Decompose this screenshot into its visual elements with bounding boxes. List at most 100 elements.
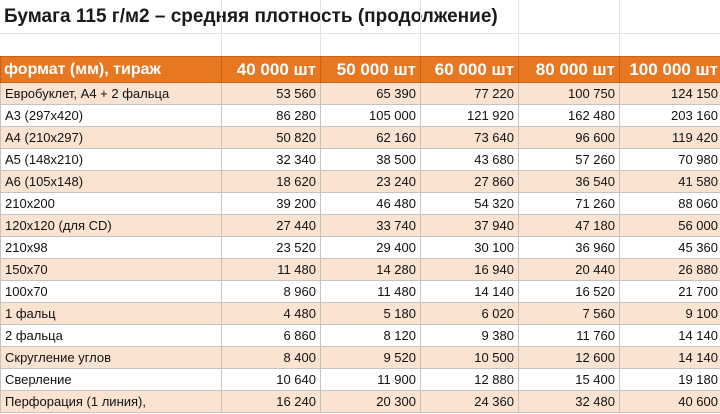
price-cell: 24 360 [420,390,519,413]
table-row: 150х70 11 480 14 280 16 940 20 440 26 880 [0,258,720,281]
price-cell: 11 900 [320,368,421,391]
table-row: А4 (210х297) 50 820 62 160 73 640 96 600 119 … [0,126,720,149]
price-cell: 50 820 [221,126,321,149]
price-cell: 36 960 [518,236,620,259]
price-cell: 15 400 [518,368,620,391]
row-label-cell: А6 (105х148) [0,170,222,193]
row-label-cell: 1 фальц [0,302,222,325]
price-cell: 14 140 [420,280,519,303]
row-label-cell: 120х120 (для CD) [0,214,222,237]
price-cell: 16 940 [420,258,519,281]
row-label-cell: 150х70 [0,258,222,281]
row-label-cell: А3 (297х420) [0,104,222,127]
column-header-quantity: 100 000 шт [619,56,720,83]
row-label-cell: А5 (148х210) [0,148,222,171]
price-cell: 121 920 [420,104,519,127]
price-cell: 9 520 [320,346,421,369]
table-row: 1 фальц 4 480 5 180 6 020 7 560 9 100 [0,302,720,325]
price-cell: 100 750 [518,82,620,105]
table-row: А3 (297х420) 86 280 105 000 121 920 162 480 2… [0,104,720,127]
price-cell: 4 480 [221,302,321,325]
price-cell: 14 140 [619,324,720,347]
price-cell: 30 100 [420,236,519,259]
price-cell: 16 240 [221,390,321,413]
price-cell: 38 500 [320,148,421,171]
row-label-cell: 210х200 [0,192,222,215]
price-cell: 23 240 [320,170,421,193]
table-row: 210х200 39 200 46 480 54 320 71 260 88 060 [0,192,720,215]
row-label-cell: Скругление углов [0,346,222,369]
price-cell: 12 600 [518,346,620,369]
price-cell: 86 280 [221,104,321,127]
row-label-cell: Сверление [0,368,222,391]
price-cell: 5 180 [320,302,421,325]
price-cell: 11 480 [320,280,421,303]
column-header-quantity: 80 000 шт [518,56,620,83]
table-row: Евробуклет, А4 + 2 фальца 53 560 65 390 77 … [0,82,720,105]
price-cell: 7 560 [518,302,620,325]
price-cell: 77 220 [420,82,519,105]
price-cell: 54 320 [420,192,519,215]
row-label-cell: Евробуклет, А4 + 2 фальца [0,82,222,105]
price-cell: 32 340 [221,148,321,171]
price-cell: 33 740 [320,214,421,237]
price-cell: 20 440 [518,258,620,281]
table-row: 2 фальца 6 860 8 120 9 380 11 760 14 140 [0,324,720,347]
table-row: А5 (148х210) 32 340 38 500 43 680 57 260 70 9… [0,148,720,171]
price-cell: 57 260 [518,148,620,171]
table-row: А6 (105х148) 18 620 23 240 27 860 36 540 41 5… [0,170,720,193]
price-cell: 45 360 [619,236,720,259]
price-cell: 36 540 [518,170,620,193]
price-cell: 6 860 [221,324,321,347]
table-row: Сверление 10 640 11 900 12 880 15 400 19 180 [0,368,720,391]
price-cell: 8 120 [320,324,421,347]
table-body: Евробуклет, А4 + 2 фальца 53 560 65 390 77 … [0,82,720,413]
price-cell: 32 480 [518,390,620,413]
price-cell: 9 380 [420,324,519,347]
price-cell: 18 620 [221,170,321,193]
price-cell: 119 420 [619,126,720,149]
column-header-quantity: 40 000 шт [221,56,321,83]
price-cell: 70 980 [619,148,720,171]
price-cell: 23 520 [221,236,321,259]
table-row: 120х120 (для CD) 27 440 33 740 37 940 47 180… [0,214,720,237]
price-cell: 21 700 [619,280,720,303]
price-cell: 8 400 [221,346,321,369]
price-cell: 16 520 [518,280,620,303]
price-cell: 46 480 [320,192,421,215]
table-row: 210х98 23 520 29 400 30 100 36 960 45 360 [0,236,720,259]
price-table: формат (мм), тираж 40 000 шт 50 000 шт 60 0… [0,56,720,413]
price-cell: 43 680 [420,148,519,171]
price-cell: 10 500 [420,346,519,369]
price-cell: 19 180 [619,368,720,391]
row-label-cell: 2 фальца [0,324,222,347]
table-row: Перфорация (1 линия), 16 240 20 300 24 360 3… [0,390,720,413]
price-cell: 41 580 [619,170,720,193]
price-cell: 9 100 [619,302,720,325]
column-header-format: формат (мм), тираж [0,56,222,83]
price-cell: 20 300 [320,390,421,413]
price-cell: 14 140 [619,346,720,369]
row-label-cell: 100х70 [0,280,222,303]
price-cell: 162 480 [518,104,620,127]
page-title: Бумага 115 г/м2 – средняя плотность (про… [4,6,498,27]
row-label-cell: Перфорация (1 линия), [0,390,222,413]
price-cell: 27 860 [420,170,519,193]
row-label-cell: А4 (210х297) [0,126,222,149]
price-cell: 8 960 [221,280,321,303]
price-cell: 6 020 [420,302,519,325]
price-cell: 11 480 [221,258,321,281]
price-cell: 203 160 [619,104,720,127]
price-cell: 27 440 [221,214,321,237]
price-cell: 62 160 [320,126,421,149]
price-cell: 56 000 [619,214,720,237]
price-cell: 96 600 [518,126,620,149]
price-cell: 47 180 [518,214,620,237]
table-row: 100х70 8 960 11 480 14 140 16 520 21 700 [0,280,720,303]
price-cell: 29 400 [320,236,421,259]
price-cell: 105 000 [320,104,421,127]
price-cell: 12 880 [420,368,519,391]
table-row: Скругление углов 8 400 9 520 10 500 12 600 14… [0,346,720,369]
price-cell: 11 760 [518,324,620,347]
price-cell: 53 560 [221,82,321,105]
